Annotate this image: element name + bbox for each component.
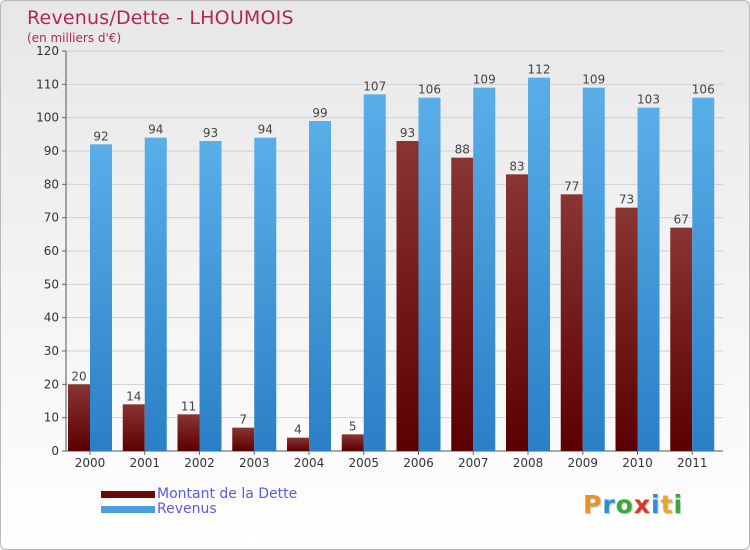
bar-revenus <box>363 94 386 451</box>
bar-revenus <box>199 141 222 451</box>
legend-item-dette: Montant de la Dette <box>101 487 297 502</box>
axes: 0 10 20 30 40 50 60 70 80 90 100 110 120 2000 2001 2002… <box>36 44 723 470</box>
y-tick-label: 100 <box>36 111 59 125</box>
bar-dette <box>615 207 638 451</box>
data-label-dette: 14 <box>126 389 141 403</box>
bar-revenus <box>144 137 167 451</box>
bar-revenus <box>418 97 441 452</box>
data-label-revenus: 94 <box>148 123 163 137</box>
bar-dette <box>68 384 90 451</box>
data-label-revenus: 109 <box>473 73 496 87</box>
legend: Montant de la Dette Revenus <box>101 487 297 517</box>
bar-dette <box>232 427 255 451</box>
logo-letter: x <box>633 490 651 519</box>
data-label-dette: 4 <box>294 423 302 437</box>
bar-revenus <box>582 87 605 452</box>
logo-letter: i <box>673 490 684 519</box>
bar-dette <box>560 194 583 452</box>
x-tick-label: 2001 <box>129 456 160 470</box>
data-label-dette: 88 <box>455 143 470 157</box>
bar-revenus <box>637 107 660 452</box>
x-tick-label: 2004 <box>294 456 325 470</box>
data-label-dette: 5 <box>349 419 357 433</box>
bars <box>68 77 715 452</box>
data-label-revenus: 94 <box>258 123 273 137</box>
data-label-dette: 93 <box>400 126 415 140</box>
x-tick-label: 2009 <box>567 456 598 470</box>
proxiti-logo: Proxiti <box>583 490 683 519</box>
y-tick-label: 40 <box>44 311 59 325</box>
x-tick-label: 2008 <box>513 456 544 470</box>
bar-revenus <box>254 137 277 451</box>
bar-revenus <box>309 121 331 451</box>
grid-lines <box>66 50 723 452</box>
y-tick-label: 50 <box>44 277 59 291</box>
y-tick-label: 70 <box>44 211 59 225</box>
legend-item-revenus: Revenus <box>101 502 297 517</box>
chart-title: Revenus/Dette - LHOUMOIS <box>27 7 294 29</box>
data-label-revenus: 93 <box>203 126 218 140</box>
x-tick-label: 2007 <box>458 456 489 470</box>
x-tick-label: 2006 <box>403 456 434 470</box>
bar-dette <box>177 414 200 451</box>
y-tick-label: 110 <box>36 77 59 91</box>
y-tick-label: 20 <box>44 377 59 391</box>
y-tick-label: 120 <box>36 44 59 58</box>
x-tick-label: 2000 <box>75 456 106 470</box>
legend-label-revenus: Revenus <box>157 501 217 517</box>
data-labels: 20 92 14 94 11 93 7 94 4 99 5 107 93 106 88 109 83 112 77 1… <box>71 63 714 437</box>
bar-dette <box>287 437 309 451</box>
bar-dette <box>670 227 693 451</box>
y-tick-label: 60 <box>44 244 59 258</box>
data-label-dette: 7 <box>239 413 247 427</box>
data-label-revenus: 109 <box>582 73 605 87</box>
logo-letter: t <box>660 490 674 519</box>
data-label-dette: 77 <box>564 179 579 193</box>
data-label-revenus: 106 <box>692 83 715 97</box>
bar-dette <box>451 157 474 451</box>
logo-letter: o <box>615 490 634 519</box>
y-tick-label: 0 <box>51 444 59 458</box>
data-label-revenus: 103 <box>637 93 660 107</box>
x-tick-label: 2010 <box>622 456 653 470</box>
legend-swatch-revenus <box>101 506 155 513</box>
data-label-dette: 20 <box>71 369 86 383</box>
data-label-dette: 11 <box>181 399 196 413</box>
y-tick-label: 80 <box>44 177 59 191</box>
data-label-revenus: 106 <box>418 83 441 97</box>
data-label-dette: 83 <box>509 159 524 173</box>
x-tick-label: 2003 <box>239 456 270 470</box>
x-tick-label: 2002 <box>184 456 215 470</box>
bar-revenus <box>692 97 715 452</box>
data-label-dette: 67 <box>674 213 689 227</box>
chart-subtitle: (en milliers d'€) <box>27 31 122 45</box>
bar-dette <box>341 434 364 451</box>
legend-label-dette: Montant de la Dette <box>157 486 298 502</box>
data-label-revenus: 92 <box>93 129 108 143</box>
bar-dette <box>122 404 145 451</box>
data-label-dette: 73 <box>619 193 634 207</box>
y-tick-label: 10 <box>44 411 59 425</box>
y-tick-label: 90 <box>44 144 59 158</box>
bar-dette <box>506 174 528 452</box>
logo-letter: r <box>602 490 616 519</box>
data-label-revenus: 107 <box>363 79 386 93</box>
legend-swatch-dette <box>101 491 155 498</box>
bar-revenus <box>90 144 112 452</box>
bar-revenus <box>528 77 550 452</box>
logo-letter: P <box>583 490 603 519</box>
data-label-revenus: 99 <box>312 106 327 120</box>
x-tick-label: 2011 <box>677 456 708 470</box>
logo-letter: i <box>651 490 661 519</box>
x-tick-label: 2005 <box>348 456 379 470</box>
bar-revenus <box>473 87 496 452</box>
data-label-revenus: 112 <box>528 63 551 77</box>
y-tick-label: 30 <box>44 344 59 358</box>
bar-dette <box>396 141 419 451</box>
